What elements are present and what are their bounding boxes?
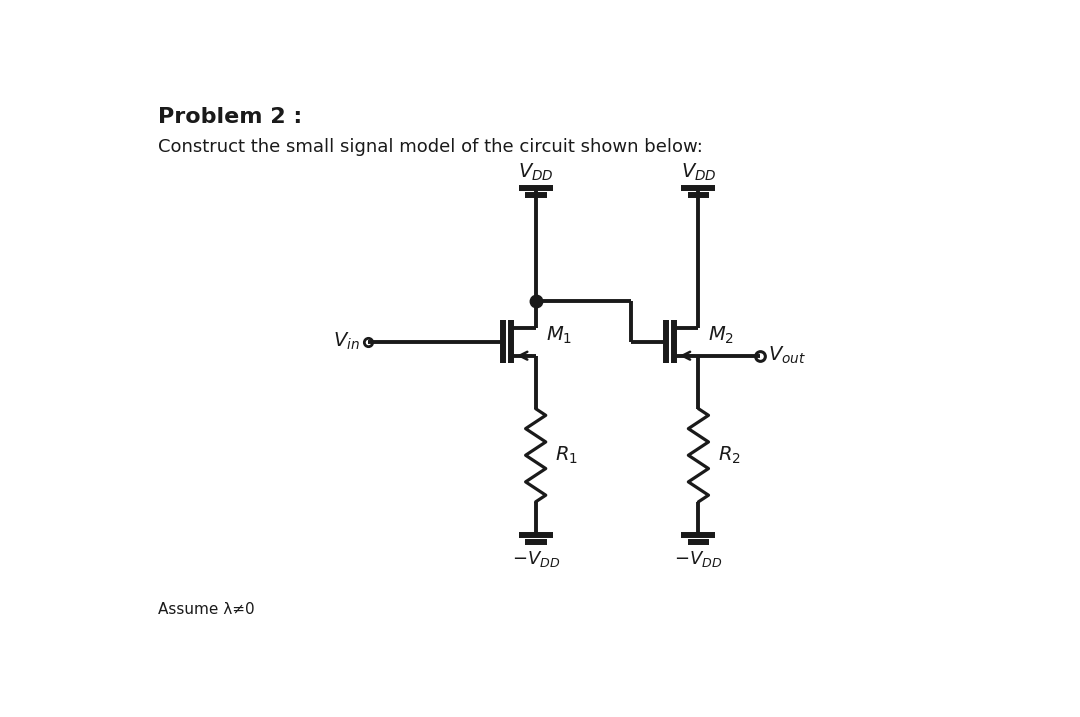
Text: Problem 2 :: Problem 2 : <box>159 107 302 127</box>
Text: $V_{in}$: $V_{in}$ <box>333 331 360 352</box>
Text: $-V_{DD}$: $-V_{DD}$ <box>674 549 723 569</box>
Text: Assume λ≠0: Assume λ≠0 <box>159 602 255 617</box>
Text: $R_2$: $R_2$ <box>718 445 741 466</box>
Text: $R_1$: $R_1$ <box>555 445 578 466</box>
Text: Construct the small signal model of the circuit shown below:: Construct the small signal model of the … <box>159 138 703 156</box>
Text: $M_1$: $M_1$ <box>545 325 572 346</box>
Text: $V_{DD}$: $V_{DD}$ <box>517 162 554 183</box>
Text: $M_2$: $M_2$ <box>708 325 734 346</box>
Text: $V_{out}$: $V_{out}$ <box>768 345 807 366</box>
Text: $V_{DD}$: $V_{DD}$ <box>680 162 716 183</box>
Text: $-V_{DD}$: $-V_{DD}$ <box>512 549 559 569</box>
